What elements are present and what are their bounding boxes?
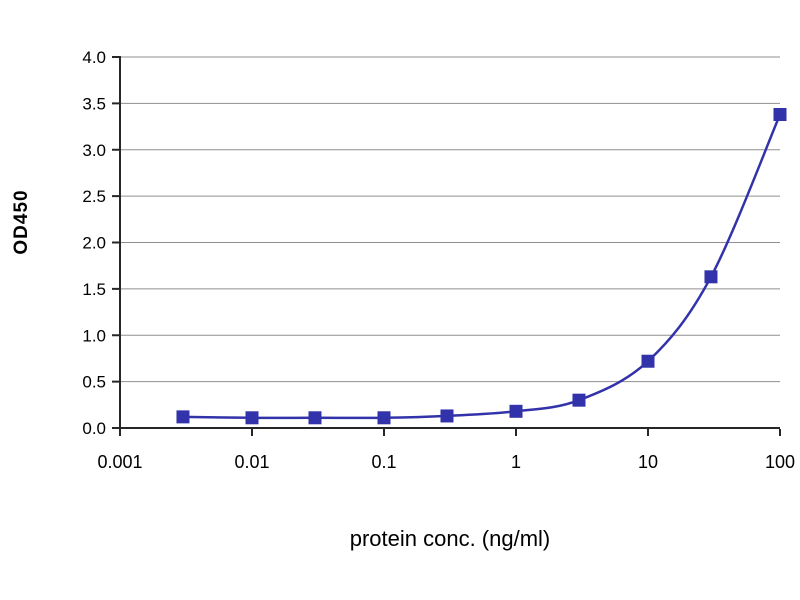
y-tick-label: 4.0 (82, 48, 106, 67)
data-point-marker (176, 410, 190, 424)
x-tick-label: 0.01 (234, 452, 269, 472)
series-line (182, 114, 782, 420)
y-tick-label: 2.0 (82, 234, 106, 253)
data-point-marker (509, 404, 523, 418)
data-point-marker (572, 393, 586, 407)
y-tick-label: 2.5 (82, 187, 106, 206)
y-tick-label: 0.0 (82, 419, 106, 438)
data-point-marker (245, 411, 259, 425)
x-tick-label: 0.001 (97, 452, 142, 472)
x-tick-label: 10 (638, 452, 658, 472)
data-point-marker (704, 270, 718, 284)
data-point-marker (377, 411, 391, 425)
y-axis-title: OD450 (11, 189, 32, 255)
y-tick-label: 3.0 (82, 141, 106, 160)
data-point-marker (308, 411, 322, 425)
y-tick-label: 3.5 (82, 94, 106, 113)
data-point-marker (773, 108, 787, 122)
x-tick-label: 1 (511, 452, 521, 472)
y-tick-label: 0.5 (82, 373, 106, 392)
x-axis-title: protein conc. (ng/ml) (349, 526, 551, 551)
x-tick-label: 0.1 (371, 452, 396, 472)
data-point-marker (641, 354, 655, 368)
x-tick-label: 100 (765, 452, 795, 472)
y-tick-label: 1.5 (82, 280, 106, 299)
y-tick-label: 1.0 (82, 326, 106, 345)
data-point-marker (440, 409, 454, 423)
